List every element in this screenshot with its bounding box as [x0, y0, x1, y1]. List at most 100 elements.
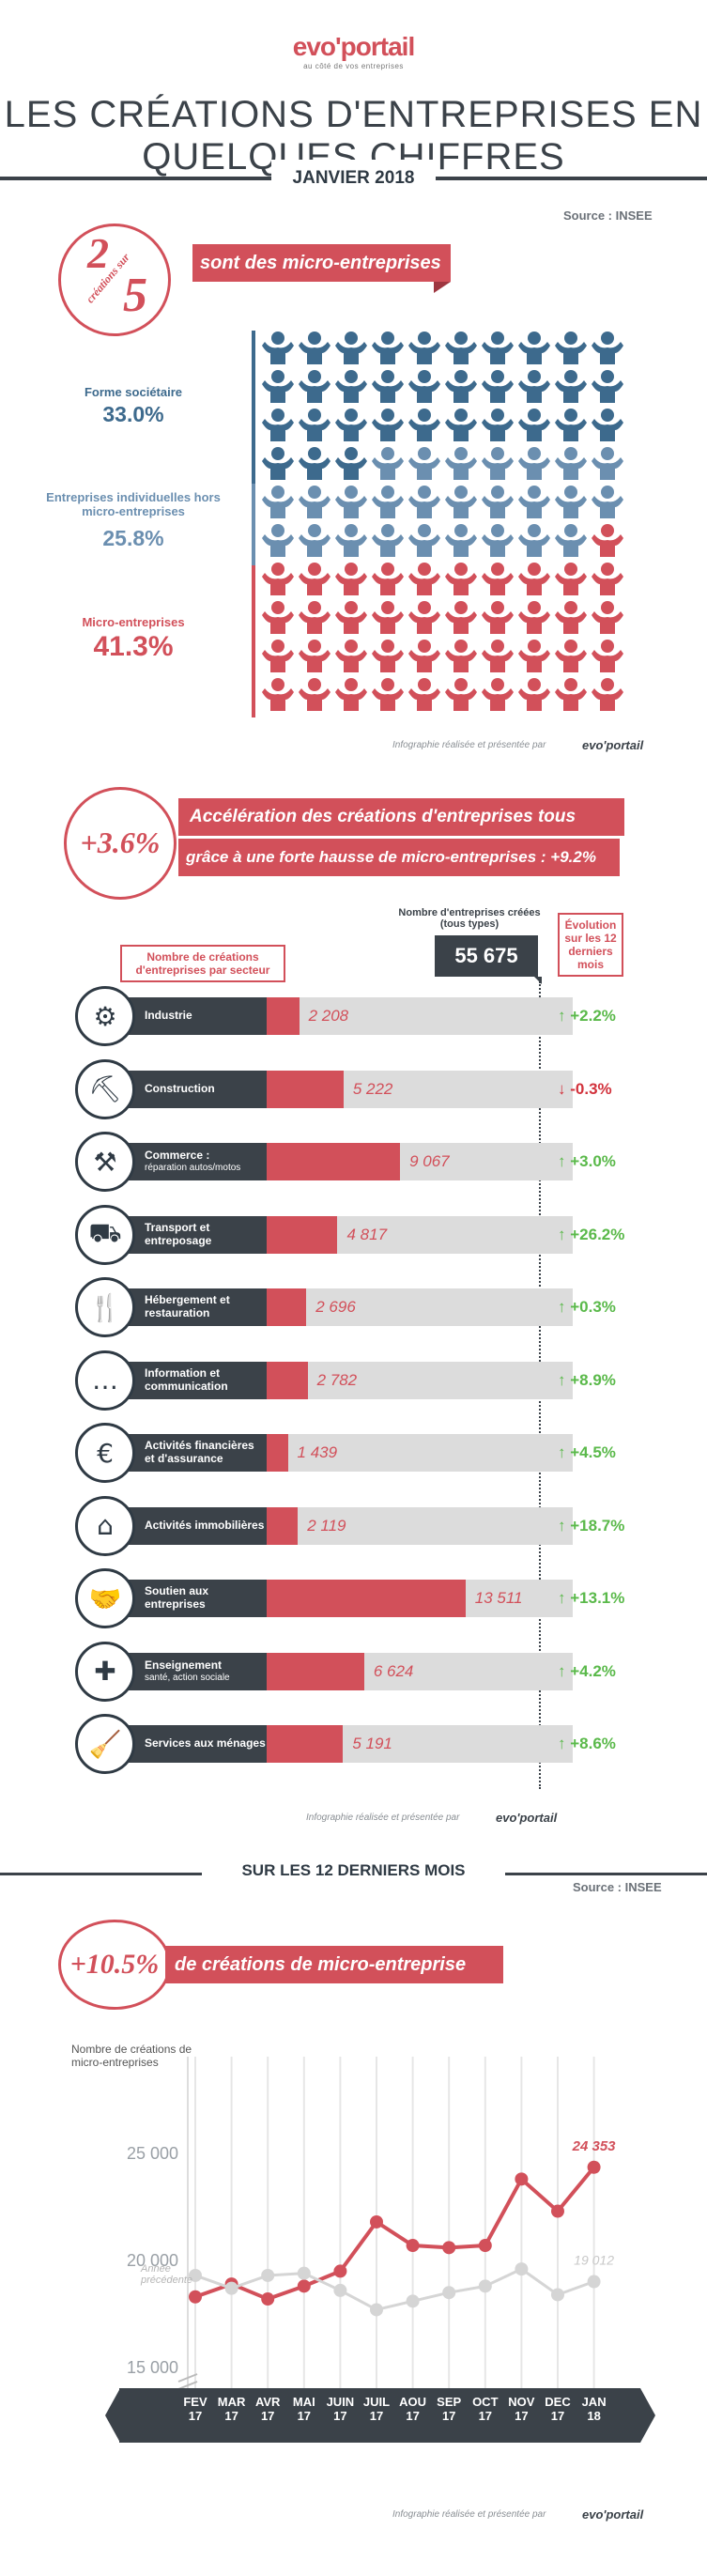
sector-bar [267, 1361, 308, 1399]
series-label-previous-year: Année précédente [140, 2263, 192, 2286]
broom-icon: 🧹 [75, 1714, 135, 1774]
sector-bar-track [267, 1725, 573, 1763]
legend-label-societe: Forme sociétaire [84, 385, 183, 399]
fraction-numerator: 2 [87, 229, 109, 277]
fraction-badge: 2 créations sur 5 [58, 224, 171, 336]
person-icon [592, 409, 623, 441]
person-icon [408, 640, 440, 672]
data-point [189, 2268, 202, 2282]
person-icon [262, 640, 294, 672]
person-icon [592, 447, 623, 480]
y-tick-label: 15 000 [127, 2358, 178, 2377]
data-point [587, 2160, 601, 2174]
arrow-down-icon: ↓ [558, 1079, 571, 1098]
arrow-up-icon: ↑ [558, 1443, 571, 1461]
tools-icon: ⚒ [75, 1132, 135, 1192]
person-icon [482, 370, 514, 403]
axis-bar-left-tip [105, 2388, 120, 2443]
crane-icon: ⛏ [75, 1058, 135, 1119]
person-icon [299, 640, 330, 672]
sector-bar-track [267, 997, 573, 1035]
sector-bar-track [267, 1434, 573, 1472]
sector-evolution: ↑ +4.5% [558, 1443, 616, 1461]
x-tick-label: DEC 17 [545, 2395, 571, 2423]
sector-row: ⚒ Commerce : réparation autos/motos 9 067 [75, 1132, 573, 1192]
credit-logo-1: evo'portail [582, 738, 644, 752]
data-point [224, 2281, 238, 2295]
chat-icon: … [75, 1350, 135, 1411]
person-icon [592, 563, 623, 595]
person-icon [555, 332, 587, 364]
legend-value-individuelle: 25.8% [102, 526, 164, 550]
data-point [333, 2264, 347, 2278]
person-icon [335, 678, 367, 711]
cutlery-icon: 🍴 [75, 1277, 135, 1337]
legend-value-societe: 33.0% [102, 402, 164, 426]
micro-headline: sont des micro-entreprises [192, 244, 451, 282]
data-point [297, 2266, 311, 2280]
credit-text-2: Infographie réalisée et présentée par [306, 1812, 460, 1823]
legend-label-individuelle: Entreprises individuelles hors micro-ent… [46, 490, 221, 518]
person-icon [299, 409, 330, 441]
line-chart: 25 000 20 000 15 000 Année précédente 24 353 1… [127, 2057, 616, 2390]
data-point [297, 2279, 311, 2293]
micro-growth-badge: +10.5% [58, 1920, 171, 2010]
person-icon [372, 332, 404, 364]
person-icon [482, 524, 514, 557]
sector-row: 🧹 Services aux ménages 5 191 [75, 1714, 573, 1774]
gears-icon: ⚙ [75, 986, 135, 1046]
y-tick-label: 20 000 [127, 2251, 178, 2270]
sector-evolution: ↑ +26.2% [558, 1225, 625, 1243]
person-icon [262, 678, 294, 711]
person-icon [518, 524, 550, 557]
person-icon [299, 563, 330, 595]
person-icon [482, 486, 514, 518]
sector-value: 5 222 [352, 1079, 393, 1098]
person-icon [372, 524, 404, 557]
person-icon [335, 640, 367, 672]
person-icon [518, 370, 550, 403]
axis-break-icon [177, 2373, 198, 2390]
person-icon [299, 486, 330, 518]
person-icon [372, 601, 404, 634]
person-icon [299, 601, 330, 634]
person-icon [592, 640, 623, 672]
y-tick-label: 25 000 [127, 2144, 178, 2163]
arrow-up-icon: ↑ [558, 1152, 571, 1170]
person-icon [555, 601, 587, 634]
month-axis-bar: FEV 17 MAR 17 AVR 17 MAI 17 JUIN 17 JUIL 17 AOU 17 SEP… [119, 2388, 640, 2443]
sector-value: 2 782 [316, 1370, 358, 1389]
evolution-column-label: Évolution sur les 12 derniers mois [558, 913, 623, 977]
sector-value: 2 119 [307, 1516, 346, 1535]
sector-bar [267, 1434, 288, 1472]
person-icon [335, 524, 367, 557]
person-icon [518, 409, 550, 441]
ribbon-fold [434, 282, 451, 293]
sector-value: 13 511 [474, 1589, 523, 1607]
x-tick-label: MAI 17 [292, 2395, 315, 2423]
last-value-label-previous: 19 012 [574, 2253, 614, 2268]
data-point [478, 2239, 492, 2253]
person-icon [262, 447, 294, 480]
sector-value: 6 624 [373, 1661, 414, 1680]
x-tick-label: JAN 18 [581, 2395, 607, 2423]
brand-tagline: au côté de vos entreprises [303, 62, 404, 70]
sector-row: € Activités financières et d'assurance 1 4… [75, 1423, 573, 1483]
person-icon [518, 601, 550, 634]
sector-evolution: ↑ +8.6% [558, 1735, 616, 1752]
person-icon [335, 370, 367, 403]
data-point [587, 2275, 601, 2289]
sector-evolution: ↑ +18.7% [558, 1516, 625, 1535]
sector-bar-track [267, 1506, 573, 1545]
person-icon [445, 601, 477, 634]
legend-bracket-individuelle [252, 484, 255, 566]
person-icon [445, 370, 477, 403]
source-label: Source : INSEE [563, 208, 653, 223]
person-icon [482, 447, 514, 480]
people-grid [262, 332, 623, 711]
data-point [551, 2204, 564, 2218]
sector-row: ⛏ Construction 5 222 [75, 1058, 573, 1119]
legend-bracket-micro [252, 565, 255, 717]
sector-bar-track [267, 1215, 573, 1254]
person-icon [592, 601, 623, 634]
